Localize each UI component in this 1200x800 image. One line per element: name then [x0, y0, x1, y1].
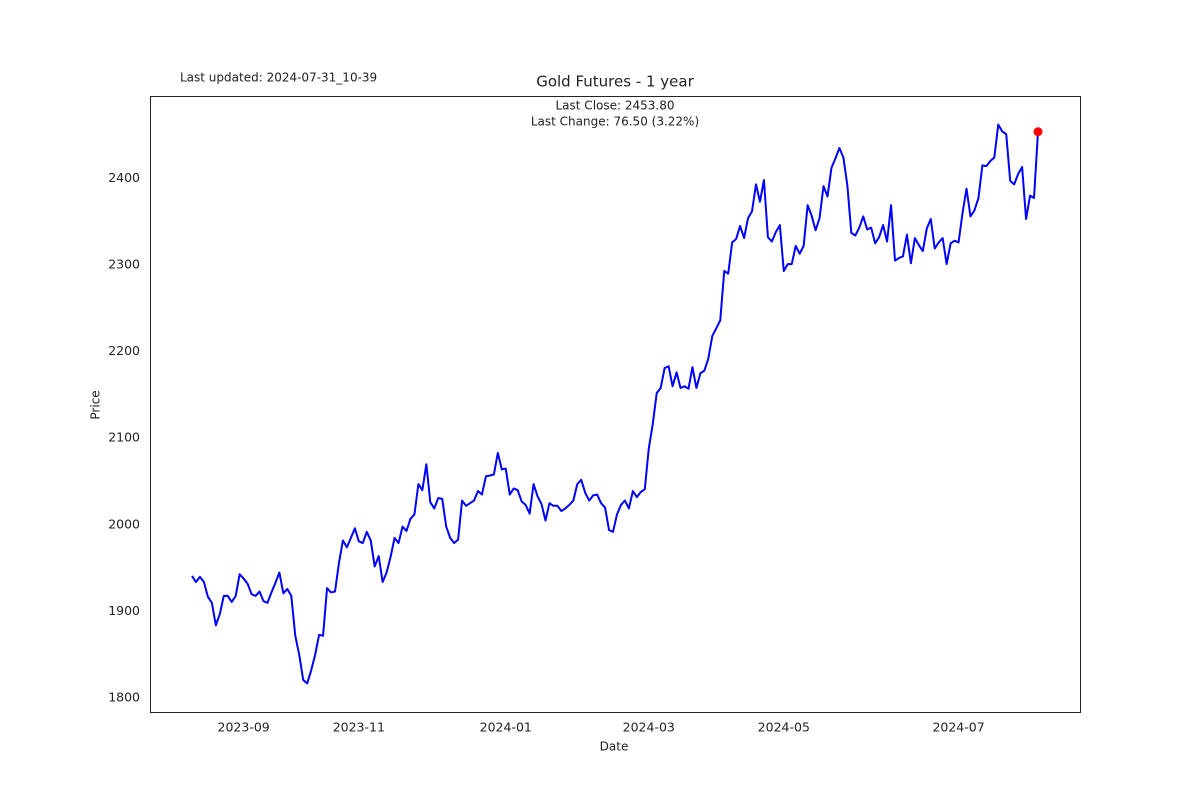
y-tick-label: 2200 [108, 343, 140, 358]
x-tick-label: 2024-05 [758, 720, 810, 735]
annotation: Last Change: 76.50 (3.22%) [531, 115, 699, 129]
y-tick-label: 2000 [108, 516, 140, 531]
y-tick-label: 1900 [108, 603, 140, 618]
plot-frame [150, 96, 1081, 713]
y-tick-label: 1800 [108, 690, 140, 705]
chart-title: Gold Futures - 1 year [536, 73, 694, 91]
x-tick-label: 2023-09 [218, 720, 270, 735]
y-tick-label: 2300 [108, 256, 140, 271]
last-close-marker [1033, 127, 1043, 137]
x-tick-label: 2023-11 [333, 720, 385, 735]
x-tick-label: 2024-01 [480, 720, 532, 735]
price-line [191, 123, 1039, 685]
y-tick-label: 2400 [108, 170, 140, 185]
y-tick-label: 2100 [108, 430, 140, 445]
x-tick-label: 2024-07 [932, 720, 984, 735]
last-updated: Last updated: 2024-07-31_10-39 [180, 71, 377, 85]
y-axis-label: Price [89, 390, 103, 419]
x-axis-label: Date [600, 740, 629, 754]
annotation: Last Close: 2453.80 [556, 99, 675, 113]
x-tick-label: 2024-03 [623, 720, 675, 735]
